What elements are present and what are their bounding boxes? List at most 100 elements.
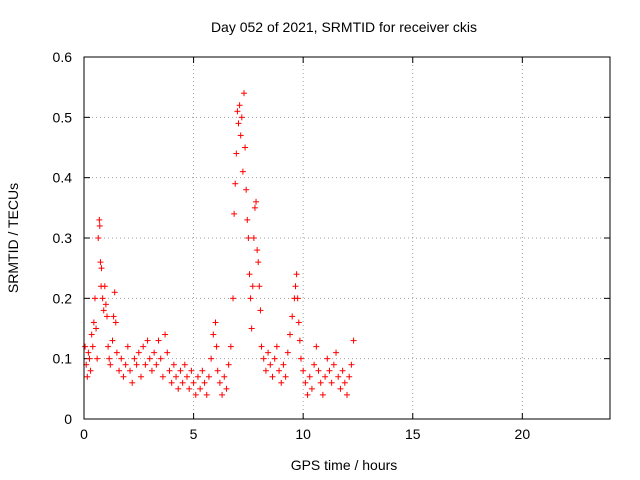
data-point <box>322 373 329 380</box>
data-point <box>328 379 335 386</box>
data-point <box>346 373 353 380</box>
data-point <box>120 373 127 380</box>
data-point <box>337 385 344 392</box>
data-point <box>86 355 93 362</box>
x-tick-label: 15 <box>405 426 421 442</box>
data-point <box>335 373 342 380</box>
data-point <box>296 337 303 344</box>
data-point <box>294 295 301 302</box>
x-tick-label: 10 <box>295 426 311 442</box>
data-point <box>84 373 91 380</box>
data-point <box>112 319 119 326</box>
data-point <box>124 343 131 350</box>
x-tick-label: 5 <box>190 426 198 442</box>
data-point <box>330 361 337 368</box>
data-point <box>203 391 210 398</box>
data-point <box>87 367 94 374</box>
data-point <box>188 367 195 374</box>
data-point <box>271 355 278 362</box>
x-tick-label: 20 <box>515 426 531 442</box>
data-point <box>243 186 250 193</box>
data-point <box>278 379 285 386</box>
grid-lines <box>84 57 610 419</box>
data-point <box>190 379 197 386</box>
data-point <box>107 361 114 368</box>
data-point <box>151 349 158 356</box>
data-point <box>258 343 265 350</box>
data-point <box>131 355 138 362</box>
data-point <box>311 361 318 368</box>
data-point <box>94 355 101 362</box>
y-tick-label: 0.6 <box>53 49 73 65</box>
data-point <box>95 235 102 241</box>
data-point <box>319 391 326 398</box>
data-point <box>205 373 212 380</box>
axis-ticks: 0 5 10 15 20 0 0.1 0.2 0.3 0.4 0.5 0.6 <box>53 49 610 442</box>
data-point <box>216 379 223 386</box>
y-tick-label: 0.4 <box>53 170 73 186</box>
data-point <box>253 198 260 205</box>
data-point <box>166 367 173 374</box>
data-point <box>282 373 289 380</box>
data-point <box>96 216 103 223</box>
data-point <box>179 379 186 386</box>
data-point <box>162 331 169 338</box>
data-point <box>192 391 199 398</box>
y-tick-label: 0.5 <box>53 109 73 125</box>
data-point <box>219 391 226 398</box>
data-point <box>199 367 206 374</box>
data-point <box>344 391 350 398</box>
data-point <box>197 385 204 392</box>
data-point <box>184 373 191 380</box>
data-point <box>102 301 109 308</box>
data-point <box>293 271 300 278</box>
data-point <box>127 367 134 374</box>
data-point <box>350 337 357 344</box>
data-point <box>313 343 320 350</box>
data-point <box>231 210 238 217</box>
data-point <box>142 361 149 368</box>
y-tick-label: 0 <box>64 411 72 427</box>
data-point <box>246 271 253 278</box>
data-point <box>129 379 136 386</box>
data-point <box>208 355 215 362</box>
data-point <box>238 114 245 121</box>
data-point <box>109 337 116 344</box>
plot-frame <box>83 56 611 420</box>
data-point <box>289 313 296 320</box>
data-point <box>173 373 180 380</box>
data-point <box>146 355 153 362</box>
data-point <box>233 150 240 157</box>
data-point <box>214 367 221 374</box>
data-point <box>89 343 96 350</box>
data-point <box>223 385 230 392</box>
data-point <box>135 349 142 356</box>
data-point <box>248 325 255 332</box>
data-point <box>317 379 324 386</box>
data-point <box>254 247 261 254</box>
data-point <box>245 235 252 241</box>
data-point <box>326 367 333 374</box>
data-point <box>91 295 98 302</box>
data-point <box>284 349 291 356</box>
data-point <box>240 90 247 97</box>
data-point <box>230 295 237 302</box>
data-point <box>170 361 177 368</box>
data-point <box>113 349 120 356</box>
data-point <box>315 367 322 374</box>
data-point <box>98 265 105 272</box>
data-point <box>295 319 302 326</box>
data-point <box>260 355 267 362</box>
data-point <box>101 283 108 290</box>
y-axis-label: SRMTID / TECUs <box>5 183 21 293</box>
data-point <box>104 313 111 320</box>
data-point <box>96 222 103 229</box>
data-point <box>140 343 147 350</box>
data-point <box>234 108 241 115</box>
data-point <box>111 289 118 296</box>
data-point <box>106 355 113 362</box>
data-point <box>236 102 243 109</box>
data-point <box>265 349 272 356</box>
data-point <box>99 295 106 302</box>
